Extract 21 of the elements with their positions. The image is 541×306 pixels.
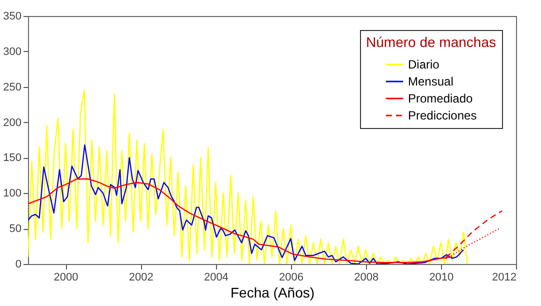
y-tick-label: 300 bbox=[3, 46, 22, 58]
legend-label: Promediado bbox=[408, 92, 474, 106]
x-tick-label: 2002 bbox=[128, 272, 154, 284]
y-tick-label: 200 bbox=[3, 116, 22, 129]
legend-label: Diario bbox=[408, 58, 440, 72]
y-tick-label: 100 bbox=[3, 188, 22, 200]
x-tick-label: 2010 bbox=[429, 272, 454, 284]
y-tick-label: 0 bbox=[15, 258, 22, 270]
x-tick-label: 2004 bbox=[204, 272, 228, 284]
x-tick-label: 2008 bbox=[354, 272, 379, 284]
x-tick-label: 2012 bbox=[492, 272, 516, 284]
y-tick-label: 250 bbox=[3, 81, 22, 94]
y-tick-label: 350 bbox=[3, 10, 22, 22]
legend-label: Mensual bbox=[408, 74, 454, 88]
x-tick-label: 2000 bbox=[54, 272, 78, 284]
y-tick-label: 150 bbox=[3, 152, 22, 164]
y-tick-label: 50 bbox=[9, 223, 22, 236]
x-axis-title: Fecha (Años) bbox=[230, 284, 315, 300]
legend-title: Número de manchas bbox=[366, 34, 496, 50]
legend-label: Predicciones bbox=[408, 108, 477, 122]
x-tick-label: 2006 bbox=[279, 272, 304, 284]
